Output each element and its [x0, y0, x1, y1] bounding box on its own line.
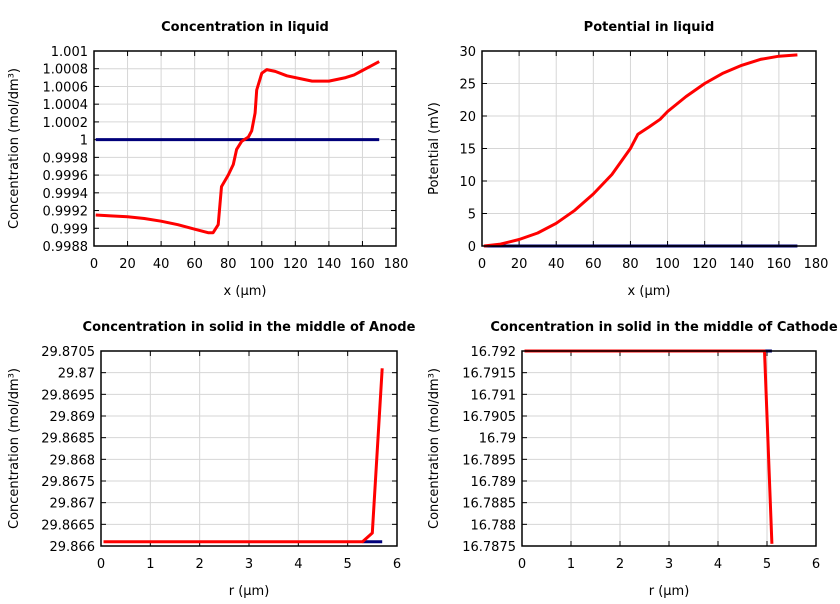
y-tick-label: 30 — [459, 45, 476, 60]
y-tick-label: 16.7875 — [462, 540, 516, 555]
x-tick-label: 60 — [186, 257, 203, 272]
x-tick-label: 0 — [97, 557, 105, 572]
x-tick-label: 3 — [665, 557, 673, 572]
x-tick-label: 0 — [518, 557, 526, 572]
chart-title: Concentration in solid in the middle of … — [83, 320, 416, 335]
y-tick-label: 29.8675 — [41, 475, 95, 490]
y-tick-label: 29.866 — [50, 540, 96, 555]
chart-4: 0 1 2 3 4 5 6 16.7875 16.788 16.7885 16.789 16.7895… — [427, 320, 838, 599]
x-tick-label: 140 — [729, 257, 754, 272]
y-tick-label: 0.9998 — [43, 151, 89, 166]
y-tick-label: 16.7885 — [462, 497, 516, 512]
chart-title: Concentration in liquid — [161, 20, 329, 35]
y-tick-label: 29.8695 — [41, 388, 95, 403]
x-tick-label: 160 — [766, 257, 791, 272]
y-tick-label: 1.0004 — [43, 98, 89, 113]
chart-1: 0 20 40 60 80 100 120 140 160 180 0.9988 0.999 0.999… — [7, 20, 408, 299]
x-tick-label: 80 — [220, 257, 237, 272]
x-axis-label: x (µm) — [224, 284, 267, 299]
chart-title: Concentration in solid in the middle of … — [490, 320, 838, 335]
series-line-2 — [103, 368, 384, 544]
x-tick-label: 5 — [763, 557, 771, 572]
x-tick-label: 140 — [316, 257, 341, 272]
y-tick-label: 16.788 — [471, 518, 517, 533]
y-tick-label: 0.9992 — [43, 205, 89, 220]
y-tick-label: 16.7915 — [462, 367, 516, 382]
y-tick-label: 1.0008 — [43, 63, 89, 78]
x-tick-label: 100 — [249, 257, 274, 272]
y-tick-label: 0 — [468, 240, 476, 255]
x-tick-label: 120 — [283, 257, 308, 272]
x-tick-label: 6 — [812, 557, 820, 572]
series-line-2 — [483, 53, 798, 248]
y-tick-label: 16.792 — [471, 345, 517, 360]
y-tick-label: 15 — [459, 143, 476, 158]
x-tick-label: 2 — [616, 557, 624, 572]
y-tick-label: 16.789 — [471, 475, 517, 490]
chart-title: Potential in liquid — [584, 20, 715, 35]
y-tick-label: 29.868 — [50, 453, 96, 468]
plot-frame — [100, 350, 398, 547]
series-line-2 — [95, 60, 380, 235]
y-tick-label: 0.9996 — [43, 169, 89, 184]
y-axis-label: Concentration (mol/dm³) — [427, 368, 442, 529]
y-tick-label: 1.0006 — [43, 80, 89, 95]
x-tick-label: 20 — [119, 257, 136, 272]
y-tick-label: 0.999 — [51, 222, 88, 237]
y-tick-label: 10 — [459, 175, 476, 190]
x-tick-label: 40 — [153, 257, 170, 272]
x-axis-label: r (µm) — [229, 584, 270, 599]
x-tick-label: 1 — [567, 557, 575, 572]
x-tick-label: 40 — [548, 257, 565, 272]
y-tick-label: 16.7905 — [462, 410, 516, 425]
y-tick-label: 29.8705 — [41, 345, 95, 360]
x-tick-label: 1 — [146, 557, 154, 572]
plot-frame — [481, 50, 817, 247]
chart-2: 0 20 40 60 80 100 120 140 160 180 0 5 10 15 20 25 30 Pote… — [427, 20, 828, 299]
x-tick-label: 180 — [804, 257, 829, 272]
x-tick-label: 4 — [714, 557, 722, 572]
x-tick-label: 0 — [478, 257, 486, 272]
x-tick-label: 6 — [393, 557, 401, 572]
x-tick-label: 180 — [384, 257, 409, 272]
x-tick-label: 120 — [692, 257, 717, 272]
x-tick-label: 160 — [350, 257, 375, 272]
y-tick-label: 1 — [80, 134, 88, 149]
x-tick-label: 3 — [245, 557, 253, 572]
series-line-2 — [524, 349, 774, 544]
y-tick-label: 0.9994 — [43, 187, 89, 202]
y-axis-label: Concentration (mol/dm³) — [7, 68, 22, 229]
x-tick-label: 5 — [344, 557, 352, 572]
x-tick-label: 60 — [585, 257, 602, 272]
y-tick-label: 16.79 — [479, 432, 516, 447]
x-tick-label: 2 — [196, 557, 204, 572]
y-axis-label: Potential (mV) — [427, 102, 442, 195]
y-tick-label: 29.869 — [50, 410, 96, 425]
y-tick-label: 16.7895 — [462, 453, 516, 468]
plot-frame — [521, 350, 817, 547]
y-tick-label: 29.8665 — [41, 518, 95, 533]
y-tick-label: 20 — [459, 110, 476, 125]
y-axis-label: Concentration (mol/dm³) — [7, 368, 22, 529]
y-tick-label: 29.8685 — [41, 432, 95, 447]
x-tick-label: 4 — [294, 557, 302, 572]
x-tick-label: 80 — [622, 257, 639, 272]
y-tick-label: 25 — [459, 78, 476, 93]
y-tick-label: 5 — [468, 208, 476, 223]
plot-frame — [93, 50, 397, 247]
y-tick-label: 29.87 — [58, 367, 95, 382]
y-tick-label: 1.001 — [51, 45, 88, 60]
chart-3: 0 1 2 3 4 5 6 29.866 29.8665 29.867 29.8675 29.868 2… — [7, 320, 416, 599]
y-tick-label: 29.867 — [50, 497, 96, 512]
y-tick-label: 0.9988 — [43, 240, 89, 255]
x-tick-label: 0 — [90, 257, 98, 272]
y-tick-label: 1.0002 — [43, 116, 89, 131]
x-tick-label: 20 — [511, 257, 528, 272]
x-tick-label: 100 — [655, 257, 680, 272]
y-tick-label: 16.791 — [471, 388, 517, 403]
x-axis-label: x (µm) — [628, 284, 671, 299]
x-axis-label: r (µm) — [649, 584, 690, 599]
